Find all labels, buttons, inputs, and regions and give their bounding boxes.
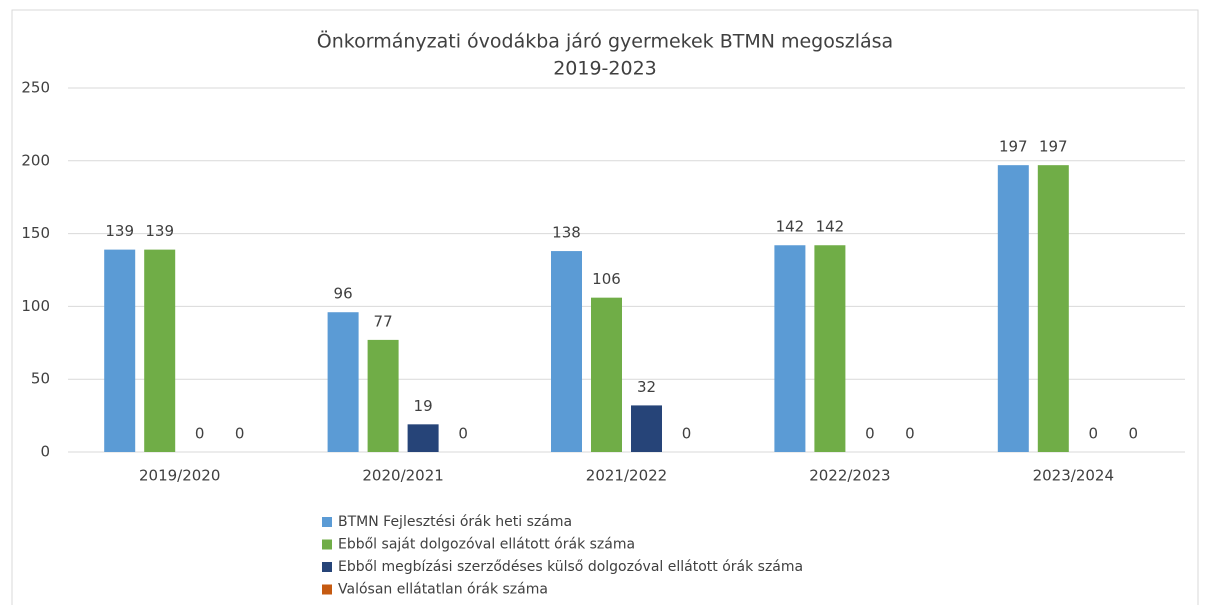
bar <box>327 312 359 452</box>
data-label: 142 <box>816 218 845 236</box>
bar <box>774 245 806 452</box>
x-tick-label: 2019/2020 <box>139 467 220 485</box>
data-label: 19 <box>414 397 433 415</box>
legend-swatch <box>322 517 332 527</box>
data-label: 77 <box>374 312 393 330</box>
bar <box>814 245 846 452</box>
legend-label: Valósan ellátatlan órák száma <box>338 582 548 598</box>
chart-title: Önkormányzati óvodákba járó gyermekek BT… <box>317 30 893 53</box>
data-label: 96 <box>334 285 353 303</box>
x-tick-label: 2022/2023 <box>809 467 890 485</box>
bar <box>367 339 399 452</box>
y-tick-label: 0 <box>40 443 50 461</box>
data-label: 0 <box>458 425 468 443</box>
legend-swatch <box>322 584 332 595</box>
data-label: 0 <box>865 425 875 443</box>
bar <box>631 405 662 452</box>
bar <box>1037 165 1069 452</box>
y-tick-label: 50 <box>31 370 50 388</box>
data-label: 106 <box>592 270 621 288</box>
data-label: 0 <box>682 425 692 443</box>
bar <box>407 424 439 452</box>
legend-label: Ebből saját dolgozóval ellátott órák szá… <box>338 537 635 553</box>
data-label: 0 <box>905 425 915 443</box>
bar <box>144 249 176 452</box>
x-tick-label: 2023/2024 <box>1033 467 1114 485</box>
data-label: 0 <box>1129 425 1139 443</box>
data-label: 139 <box>145 222 174 240</box>
legend-label: BTMN Fejlesztési órák heti száma <box>338 514 572 530</box>
legend-swatch <box>322 539 332 550</box>
bar <box>104 249 136 452</box>
data-label: 142 <box>776 218 805 236</box>
y-tick-label: 200 <box>21 151 50 169</box>
data-label: 0 <box>235 425 245 443</box>
legend-swatch <box>322 562 332 572</box>
data-label: 32 <box>637 378 656 396</box>
legend-label: Ebből megbízási szerződéses külső dolgoz… <box>338 559 803 575</box>
data-label: 0 <box>195 425 205 443</box>
data-label: 197 <box>1039 138 1068 156</box>
x-tick-label: 2020/2021 <box>362 467 443 485</box>
y-tick-label: 250 <box>21 79 50 97</box>
chart-subtitle: 2019-2023 <box>553 58 657 80</box>
data-label: 0 <box>1089 425 1099 443</box>
data-label: 139 <box>105 222 134 240</box>
x-tick-label: 2021/2022 <box>586 467 667 485</box>
bar <box>591 297 622 452</box>
data-label: 138 <box>552 224 581 242</box>
y-tick-label: 150 <box>21 224 50 242</box>
bar <box>551 251 582 452</box>
data-label: 197 <box>999 138 1028 156</box>
bar <box>997 165 1029 452</box>
y-tick-label: 100 <box>21 297 50 315</box>
